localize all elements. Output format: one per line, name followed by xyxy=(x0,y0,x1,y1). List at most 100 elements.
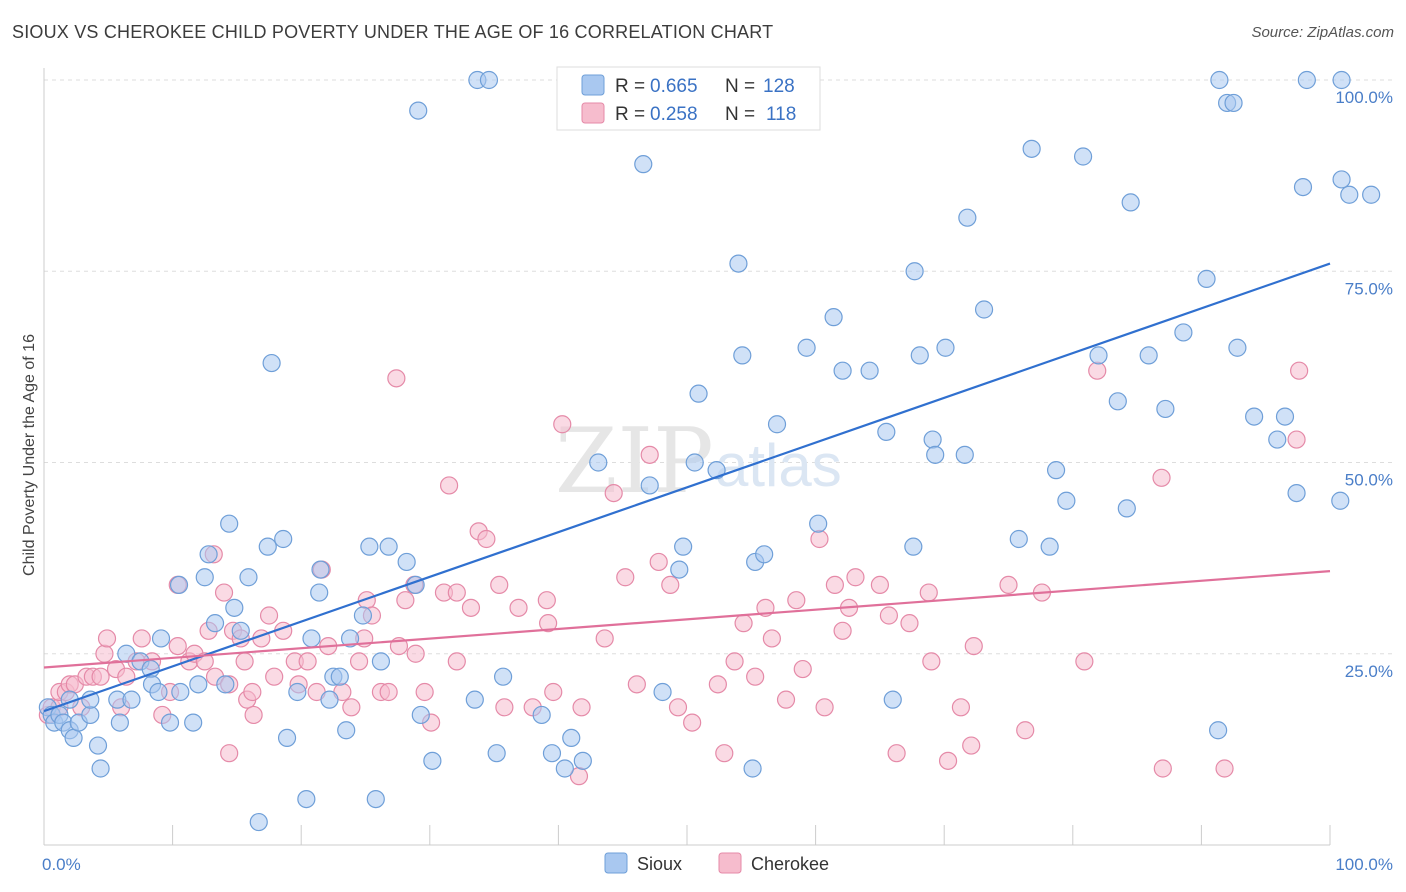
sioux-point-94 xyxy=(905,262,924,281)
cherokee-point-93 xyxy=(746,667,765,686)
sioux-point-89 xyxy=(833,361,852,380)
cherokee-point-76 xyxy=(544,682,563,702)
cherokee-point-82 xyxy=(616,568,635,587)
x-tick-max: 100.0% xyxy=(1335,855,1393,874)
cherokee-point-69 xyxy=(477,529,496,549)
cherokee-point-108 xyxy=(900,614,919,633)
bottom-legend: Sioux Cherokee xyxy=(604,852,829,874)
sioux-point-100 xyxy=(958,208,977,227)
sioux-point-27 xyxy=(195,568,214,587)
cherokee-point-105 xyxy=(870,575,890,595)
sioux-point-104 xyxy=(1040,537,1059,556)
sioux-point-81 xyxy=(733,346,752,365)
sioux-point-75 xyxy=(670,560,689,579)
sioux-point-99 xyxy=(955,445,974,464)
sioux-point-80 xyxy=(729,254,748,273)
sioux-point-123 xyxy=(1275,407,1295,426)
sioux-point-43 xyxy=(310,583,329,602)
sioux-point-95 xyxy=(910,346,929,365)
cherokee-point-86 xyxy=(661,575,680,595)
bottom-legend-swatch-sioux xyxy=(604,852,628,874)
cherokee-point-115 xyxy=(999,575,1018,595)
cherokee-point-90 xyxy=(715,744,734,763)
cherokee-point-40 xyxy=(265,667,284,686)
bottom-legend-swatch-cherokee xyxy=(718,852,742,874)
cherokee-point-100 xyxy=(815,698,834,717)
cherokee-point-60 xyxy=(406,644,425,663)
legend-r-label-sioux: R = xyxy=(615,76,645,97)
sioux-point-107 xyxy=(1073,147,1093,166)
sioux-point-130 xyxy=(1340,185,1359,204)
sioux-point-121 xyxy=(1245,407,1264,426)
sioux-point-29 xyxy=(205,614,225,633)
sioux-point-20 xyxy=(149,682,168,702)
sioux-point-45 xyxy=(320,690,339,709)
sioux-point-32 xyxy=(225,598,244,617)
cherokee-point-91 xyxy=(725,652,744,671)
sioux-point-97 xyxy=(926,445,945,464)
series-sioux-points xyxy=(38,70,1381,832)
legend-swatch-sioux xyxy=(581,74,605,96)
sioux-point-30 xyxy=(216,675,235,694)
sioux-point-38 xyxy=(274,529,293,549)
legend-n-value-cherokee: 118 xyxy=(766,104,796,125)
sioux-point-63 xyxy=(487,744,506,763)
sioux-point-92 xyxy=(883,690,902,709)
cherokee-point-80 xyxy=(595,629,614,648)
sioux-point-88 xyxy=(824,308,843,327)
sioux-point-78 xyxy=(689,384,708,403)
legend-n-value-sioux: 128 xyxy=(763,76,795,97)
cherokee-point-89 xyxy=(708,675,727,694)
cherokee-point-71 xyxy=(495,698,514,717)
sioux-point-120 xyxy=(1228,338,1247,357)
cherokee-point-44 xyxy=(298,652,317,671)
cherokee-point-92 xyxy=(734,614,753,633)
y-tick-label-2: 75.0% xyxy=(1345,279,1393,298)
watermark-atlas: atlas xyxy=(715,432,842,499)
chart-source: Source: ZipAtlas.com xyxy=(1251,24,1394,41)
sioux-point-122 xyxy=(1268,430,1287,449)
sioux-point-48 xyxy=(337,721,356,740)
sioux-point-126 xyxy=(1293,178,1313,197)
sioux-point-112 xyxy=(1139,346,1158,365)
cherokee-point-50 xyxy=(349,652,369,671)
sioux-point-55 xyxy=(397,552,416,572)
cherokee-point-96 xyxy=(776,690,796,709)
cherokee-point-70 xyxy=(490,575,509,595)
sioux-point-113 xyxy=(1156,399,1175,419)
sioux-point-111 xyxy=(1121,193,1140,212)
trend-line-cherokee xyxy=(43,570,1331,669)
cherokee-point-12 xyxy=(97,629,117,648)
sioux-point-96 xyxy=(923,430,942,449)
sioux-point-98 xyxy=(936,338,955,357)
sioux-point-102 xyxy=(1009,529,1028,549)
sioux-point-116 xyxy=(1209,721,1228,740)
sioux-point-42 xyxy=(302,629,321,648)
sioux-point-51 xyxy=(360,537,379,556)
legend-n-label-sioux: N = xyxy=(725,76,755,97)
grid-lines xyxy=(44,79,1392,655)
sioux-point-110 xyxy=(1117,499,1136,518)
sioux-point-114 xyxy=(1174,323,1193,342)
sioux-point-101 xyxy=(974,300,994,319)
sioux-point-62 xyxy=(465,690,484,709)
cherokee-point-101 xyxy=(825,575,844,595)
sioux-point-22 xyxy=(160,713,180,732)
cherokee-point-10 xyxy=(91,667,110,686)
cherokee-point-85 xyxy=(649,552,668,572)
sioux-point-91 xyxy=(877,422,896,441)
sioux-point-25 xyxy=(184,713,203,732)
bottom-legend-label-cherokee: Cherokee xyxy=(751,854,829,874)
cherokee-point-87 xyxy=(668,698,688,717)
sioux-point-93 xyxy=(904,537,923,556)
sioux-point-53 xyxy=(371,652,391,671)
cherokee-point-119 xyxy=(1088,361,1107,380)
sioux-point-34 xyxy=(239,568,258,587)
cherokee-point-21 xyxy=(168,636,187,656)
sioux-point-125 xyxy=(1297,70,1316,90)
cherokee-point-81 xyxy=(604,484,623,503)
y-tick-label-0: 25.0% xyxy=(1345,662,1393,681)
cherokee-point-124 xyxy=(1290,361,1309,380)
sioux-point-24 xyxy=(171,682,190,702)
